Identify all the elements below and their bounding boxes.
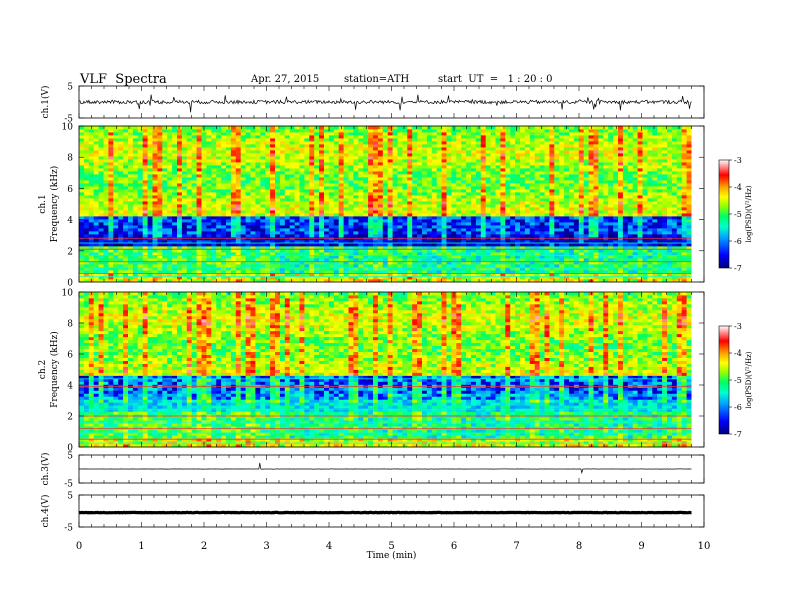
panel-1-ylabel: ch.1(V) <box>40 86 51 119</box>
panel-3-ytick-label: 4 <box>67 382 73 392</box>
ch1-colorbar-tick: -5 <box>734 210 742 219</box>
panel-1-ytick-label: 5 <box>67 83 73 93</box>
panel-5-ylabel: ch.4(V) <box>40 495 51 528</box>
x-tick-label: 6 <box>451 541 457 552</box>
panel-3-ytick-label: 6 <box>67 351 73 361</box>
panel-5-ytick-label: -5 <box>64 524 73 534</box>
panel-4-ylabel: ch.3(V) <box>40 453 51 486</box>
panel-2-ytick-label: 0 <box>67 279 73 289</box>
panel-4-ytick-label: 5 <box>67 452 73 462</box>
ch1-colorbar-tick: -3 <box>734 156 742 165</box>
x-tick-label: 8 <box>576 541 582 552</box>
ch1-colorbar-tick: -6 <box>734 237 742 246</box>
x-tick-label: 7 <box>513 541 519 552</box>
panel-2-ytick-label: 6 <box>67 185 73 195</box>
x-tick-label: 0 <box>76 541 82 552</box>
panel-3-ylabel-channel: ch.2 <box>38 360 48 379</box>
panel-2-ylabel-channel: ch.1 <box>38 194 48 213</box>
panel-3-ytick-label: 10 <box>62 289 74 299</box>
x-axis-label: Time (min) <box>367 550 417 561</box>
start-time-label: start UT = 1 : 20 : 0 <box>438 74 553 85</box>
x-tick-label: 5 <box>388 541 394 552</box>
ch2-colorbar-label: log(PSD)(V²/Hz) <box>745 351 753 408</box>
panel-2-ytick-label: 10 <box>62 123 74 133</box>
x-tick-label: 1 <box>138 541 144 552</box>
date-label: Apr. 27, 2015 <box>251 74 320 85</box>
station-label: station=ATH <box>344 74 410 85</box>
ch2-colorbar-tick: -7 <box>734 430 742 439</box>
ch1-colorbar-tick: -4 <box>734 183 742 192</box>
ch2-colorbar-tick: -6 <box>734 403 742 412</box>
x-tick-label: 3 <box>263 541 269 552</box>
x-tick-label: 10 <box>698 541 711 552</box>
panel-2-ylabel-frequency: Frequency (kHz) <box>49 166 60 243</box>
panel-1-ytick-label: -5 <box>64 115 73 125</box>
panel-3-ytick-label: 8 <box>67 320 73 330</box>
ch2-colorbar-tick: -5 <box>734 376 742 385</box>
ch1-colorbar-label: log(PSD)(V²/Hz) <box>745 185 753 242</box>
panel-3-ytick-label: 0 <box>67 444 73 454</box>
ch3-waveform-line <box>79 462 692 475</box>
panel-2-ytick-label: 8 <box>67 154 73 164</box>
panel-3-ylabel-frequency: Frequency (kHz) <box>49 331 60 408</box>
panel-2-ytick-label: 4 <box>67 216 73 226</box>
panel-2-ytick-label: 2 <box>67 247 73 257</box>
ch2-spectrogram <box>79 292 704 448</box>
ch2-colorbar-tick: -3 <box>734 322 742 331</box>
ch2-colorbar-tick: -4 <box>734 349 742 358</box>
ch2-colorbar <box>718 325 730 435</box>
figure-title: VLF Spectra <box>80 72 167 87</box>
ch1-colorbar <box>718 159 730 269</box>
panel-4-ytick-label: -5 <box>64 480 73 490</box>
ch1-spectrogram <box>79 126 704 283</box>
x-tick-label: 2 <box>201 541 207 552</box>
ch1-colorbar-tick: -7 <box>734 264 742 273</box>
panel-3-ytick-label: 2 <box>67 413 73 423</box>
ch1-waveform-line <box>78 94 692 113</box>
x-tick-label: 4 <box>326 541 332 552</box>
x-tick-label: 9 <box>638 541 644 552</box>
panel-5-ytick-label: 5 <box>67 492 73 502</box>
